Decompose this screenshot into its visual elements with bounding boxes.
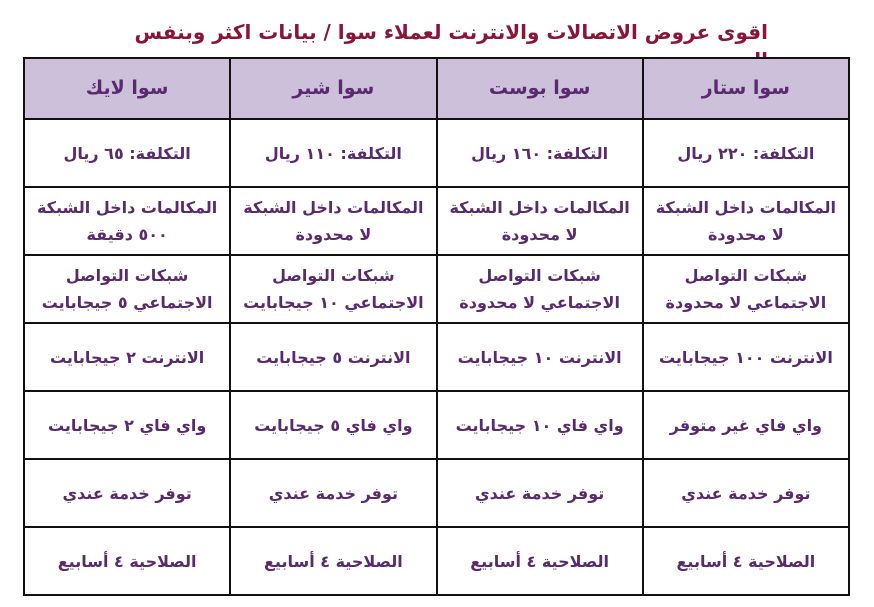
- plan-feature-cell: شبكات التواصل الاجتماعي لا محدودة: [641, 254, 851, 324]
- table-row: المكالمات داخل الشبكة لا محدودة المكالمات…: [22, 186, 851, 256]
- table-row: الصلاحية ٤ أسابيع الصلاحية ٤ أسابيع الصلاح…: [22, 526, 851, 596]
- plan-feature-cell: توفر خدمة عندي: [229, 458, 438, 528]
- plan-feature-cell: الصلاحية ٤ أسابيع: [229, 526, 438, 596]
- header-row: سوا ستار سوا بوست سوا شير سوا لايك: [22, 57, 851, 120]
- plan-feature-cell: الصلاحية ٤ أسابيع: [435, 526, 644, 596]
- plan-feature-cell: الانترنت ١٠٠ جيجابايت: [641, 322, 851, 392]
- plan-feature-cell: التكلفة: ١١٠ ريال: [229, 118, 438, 188]
- plan-feature-cell: واي فاي غير متوفر: [641, 390, 851, 460]
- table-row: الانترنت ١٠٠ جيجابايت الانترنت ١٠ جيجاباي…: [22, 322, 851, 392]
- plan-header: سوا بوست: [435, 57, 644, 120]
- plan-feature-cell: توفر خدمة عندي: [22, 458, 232, 528]
- table-row: واي فاي غير متوفر واي فاي ١٠ جيجابايت واي …: [22, 390, 851, 460]
- plan-feature-cell: الصلاحية ٤ أسابيع: [641, 526, 851, 596]
- plan-feature-cell: شبكات التواصل الاجتماعي ١٠ جيجابايت: [229, 254, 438, 324]
- plan-feature-cell: واي فاي ٢ جيجابايت: [22, 390, 232, 460]
- plan-feature-cell: التكلفة: ١٦٠ ريال: [435, 118, 644, 188]
- plan-feature-cell: المكالمات داخل الشبكة لا محدودة: [435, 186, 644, 256]
- plan-feature-cell: واي فاي ١٠ جيجابايت: [435, 390, 644, 460]
- plan-feature-cell: الانترنت ٢ جيجابايت: [22, 322, 232, 392]
- plan-feature-cell: المكالمات داخل الشبكة ٥٠٠ دقيقة: [22, 186, 232, 256]
- plan-feature-cell: التكلفة: ٢٢٠ ريال: [641, 118, 851, 188]
- plan-feature-cell: الصلاحية ٤ أسابيع: [22, 526, 232, 596]
- plan-feature-cell: شبكات التواصل الاجتماعي لا محدودة: [435, 254, 644, 324]
- plan-feature-cell: توفر خدمة عندي: [435, 458, 644, 528]
- plan-feature-cell: التكلفة: ٦٥ ريال: [22, 118, 232, 188]
- plan-header: سوا ستار: [641, 57, 851, 120]
- plans-table: سوا ستار سوا بوست سوا شير سوا لايك التكلفة:…: [22, 57, 851, 596]
- plan-feature-cell: الانترنت ١٠ جيجابايت: [435, 322, 644, 392]
- plan-feature-cell: واي فاي ٥ جيجابايت: [229, 390, 438, 460]
- plan-header: سوا شير: [229, 57, 438, 120]
- plan-feature-cell: شبكات التواصل الاجتماعي ٥ جيجابايت: [22, 254, 232, 324]
- table-row: توفر خدمة عندي توفر خدمة عندي توفر خدمة عن…: [22, 458, 851, 528]
- plan-header: سوا لايك: [22, 57, 232, 120]
- plan-feature-cell: المكالمات داخل الشبكة لا محدودة: [229, 186, 438, 256]
- table-row: شبكات التواصل الاجتماعي لا محدودة شبكات ا…: [22, 254, 851, 324]
- table-row: التكلفة: ٢٢٠ ريال التكلفة: ١٦٠ ريال التكلف…: [22, 118, 851, 188]
- plan-feature-cell: توفر خدمة عندي: [641, 458, 851, 528]
- plan-feature-cell: المكالمات داخل الشبكة لا محدودة: [641, 186, 851, 256]
- plan-feature-cell: الانترنت ٥ جيجابايت: [229, 322, 438, 392]
